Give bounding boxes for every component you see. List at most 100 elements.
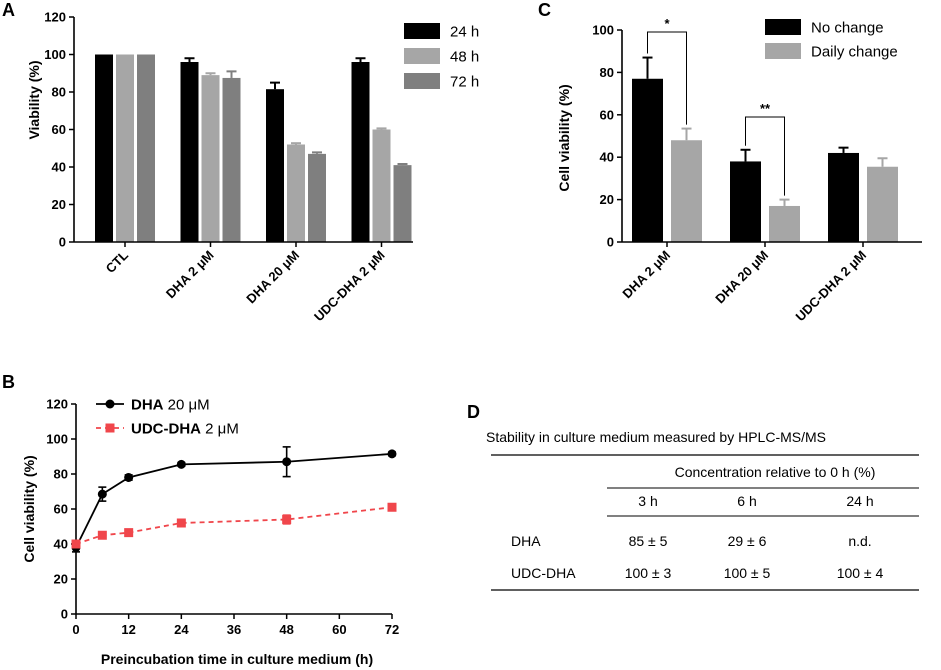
legend-label-bold: DHA [131,397,164,414]
legend-label: 24 h [450,24,479,41]
y-tick-label: 80 [54,467,68,482]
bar [137,54,155,242]
legend-label: DHA 20 μM [131,397,210,414]
bar [351,62,370,242]
x-tick-label: 60 [332,622,346,637]
data-point [282,515,292,524]
y-tick-label: 120 [46,397,68,412]
bar [769,205,800,242]
bar [372,129,391,242]
bar [393,165,412,242]
y-tick-label: 20 [52,197,66,212]
bar [180,62,199,242]
panel-b-line-chart: Cell viability (%) Preincubation time in… [21,397,399,668]
data-point [176,518,186,528]
x-tick-label: UDC-DHA 2 μM [792,248,869,325]
y-tick-label: 60 [600,107,614,122]
data-point [124,528,134,538]
x-tick-label: CTL [103,247,132,276]
y-tick-label: 100 [592,23,614,38]
x-tick-label: 0 [72,622,79,637]
y-tick-label: 40 [52,160,66,175]
x-tick-label: 48 [279,622,293,637]
table-title: Stability in culture medium measured by … [486,429,826,445]
panel-b-ylabel: Cell viability (%) [21,455,37,562]
series-line [75,506,393,545]
panel-a-bar-chart: Viability (%) 0 20 40 60 80 100 120 CTL DHA 2 μ… [26,10,479,325]
table-cell: 29 ± 6 [728,533,767,549]
bar [287,144,305,242]
x-tick-label: 72 [385,622,399,637]
bar [116,54,134,242]
panel-d-table: Stability in culture medium measured by … [486,429,919,591]
x-tick-label: 12 [121,622,135,637]
data-point [387,449,397,459]
legend-label: 72 h [450,74,479,91]
significance-bracket [647,31,687,125]
panel-a-legend: 24 h 48 h 72 h [404,23,479,91]
legend-swatch [765,19,801,35]
bar [632,78,663,242]
data-point [71,539,81,549]
x-tick-label: 36 [227,622,241,637]
x-tick-label: DHA 20 μM [243,248,302,307]
table-cell: 100 ± 3 [625,565,672,581]
y-tick-label: 40 [54,537,68,552]
table-column-header: 24 h [846,493,873,509]
legend-label: UDC-DHA 2 μM [131,421,239,438]
legend-swatch [404,73,440,89]
x-tick-label: 24 [174,622,189,637]
bar [308,153,326,242]
panel-letter-d: D [467,402,480,422]
x-tick-label: UDC-DHA 2 μM [311,248,388,325]
y-tick-label: 120 [44,10,66,25]
y-tick-label: 20 [54,572,68,587]
legend-marker [105,423,115,433]
panel-c-bar-chart: Cell viability (%) 0 20 40 60 80 100 DHA 2 μM… [556,16,922,324]
legend-label: No change [811,20,884,37]
y-tick-label: 80 [52,85,66,100]
x-tick-label: DHA 2 μM [619,248,673,302]
x-tick-label: DHA 2 μM [163,248,217,302]
data-point [124,473,134,482]
panel-letter-b: B [2,372,15,392]
table-cell: 100 ± 4 [837,565,884,581]
legend-marker [105,399,115,409]
y-tick-label: 100 [44,47,66,62]
panel-c-legend: No change Daily change [765,19,898,61]
data-point [97,530,107,540]
y-tick-label: 40 [600,150,614,165]
table-column-header: 3 h [638,493,657,509]
table-cell: 85 ± 5 [629,533,668,549]
data-point [97,489,107,499]
legend-label-bold: UDC-DHA [131,421,201,438]
y-tick-label: 100 [46,432,68,447]
data-point [387,502,397,512]
significance-bracket [745,116,785,196]
panel-letter-a: A [2,0,15,20]
bar [95,54,113,242]
bar [222,77,241,242]
table-column-header: 6 h [737,493,756,509]
table-row-label: UDC-DHA [511,565,576,581]
y-tick-label: 80 [600,65,614,80]
y-tick-label: 0 [607,235,614,250]
legend-label: 48 h [450,49,479,66]
significance-label: ** [760,101,771,116]
significance-label: * [664,16,670,31]
legend-swatch [404,48,440,64]
panel-b-legend: DHA 20 μM UDC-DHA 2 μM [96,397,239,438]
bar [201,75,220,242]
bar [867,166,898,242]
x-tick-label: DHA 20 μM [712,248,771,307]
panel-c-ylabel: Cell viability (%) [556,84,572,191]
legend-swatch [404,23,440,39]
y-tick-label: 20 [600,192,614,207]
table-group-header: Concentration relative to 0 h (%) [675,464,876,480]
y-tick-label: 0 [61,607,68,622]
table-cell: 100 ± 5 [724,565,771,581]
y-tick-label: 0 [59,235,66,250]
y-tick-label: 60 [54,502,68,517]
data-point [282,457,292,467]
